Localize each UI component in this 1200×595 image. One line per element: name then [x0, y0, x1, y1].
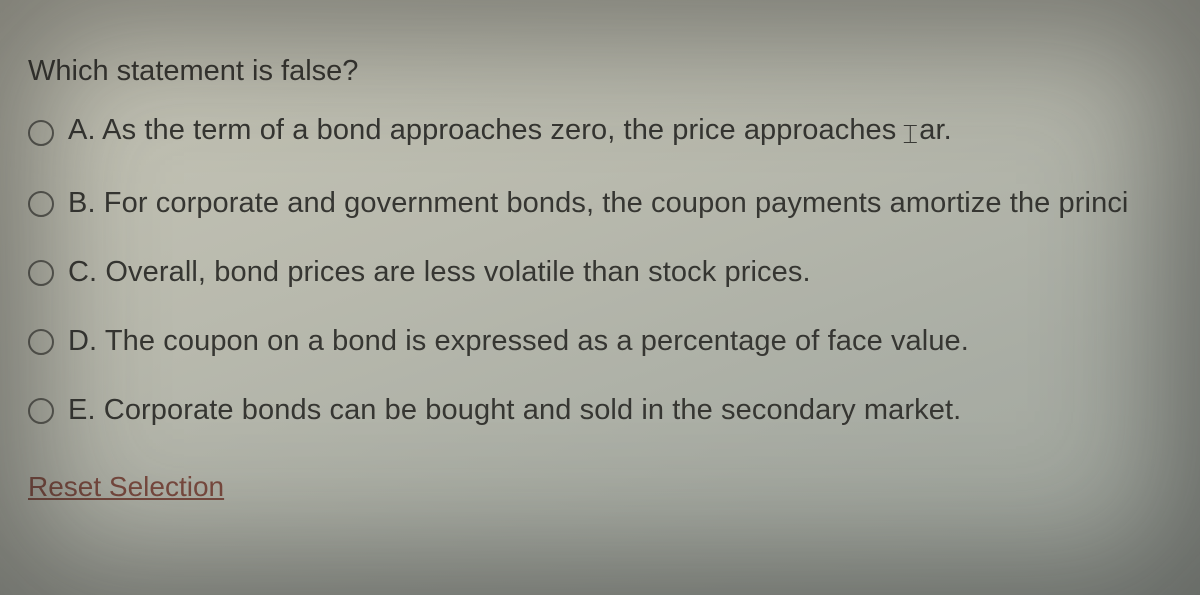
option-b-label: B.	[68, 187, 96, 219]
option-b-body: For corporate and government bonds, the …	[104, 187, 1129, 219]
option-e[interactable]: E. Corporate bonds can be bought and sol…	[28, 394, 1200, 427]
option-d-body: The coupon on a bond is expressed as a p…	[105, 325, 969, 357]
option-a[interactable]: A. As the term of a bond approaches zero…	[28, 114, 1200, 151]
option-c-body: Overall, bond prices are less volatile t…	[105, 256, 810, 288]
option-c-text: C. Overall, bond prices are less volatil…	[68, 256, 811, 289]
option-d-label: D.	[68, 325, 97, 357]
option-a-post: ar.	[919, 114, 952, 146]
option-a-label: A.	[68, 114, 96, 146]
radio-icon[interactable]	[28, 260, 54, 286]
question-prompt: Which statement is false?	[28, 55, 1200, 88]
option-c[interactable]: C. Overall, bond prices are less volatil…	[28, 256, 1200, 289]
radio-icon[interactable]	[28, 191, 54, 217]
option-b[interactable]: B. For corporate and government bonds, t…	[28, 187, 1200, 220]
reset-selection-link[interactable]: Reset Selection	[28, 471, 224, 503]
option-a-pre: As the term of a bond approaches zero, t…	[102, 114, 904, 146]
option-d[interactable]: D. The coupon on a bond is expressed as …	[28, 325, 1200, 358]
option-e-body: Corporate bonds can be bought and sold i…	[104, 394, 962, 426]
options-group: A. As the term of a bond approaches zero…	[28, 114, 1200, 427]
option-a-text: A. As the term of a bond approaches zero…	[68, 114, 952, 151]
option-b-text: B. For corporate and government bonds, t…	[68, 187, 1128, 220]
radio-icon[interactable]	[28, 120, 54, 146]
radio-icon[interactable]	[28, 398, 54, 424]
text-cursor-icon: ⌶	[903, 119, 919, 151]
option-e-text: E. Corporate bonds can be bought and sol…	[68, 394, 961, 427]
radio-icon[interactable]	[28, 329, 54, 355]
option-e-label: E.	[68, 394, 96, 426]
option-d-text: D. The coupon on a bond is expressed as …	[68, 325, 969, 358]
option-c-label: C.	[68, 256, 97, 288]
